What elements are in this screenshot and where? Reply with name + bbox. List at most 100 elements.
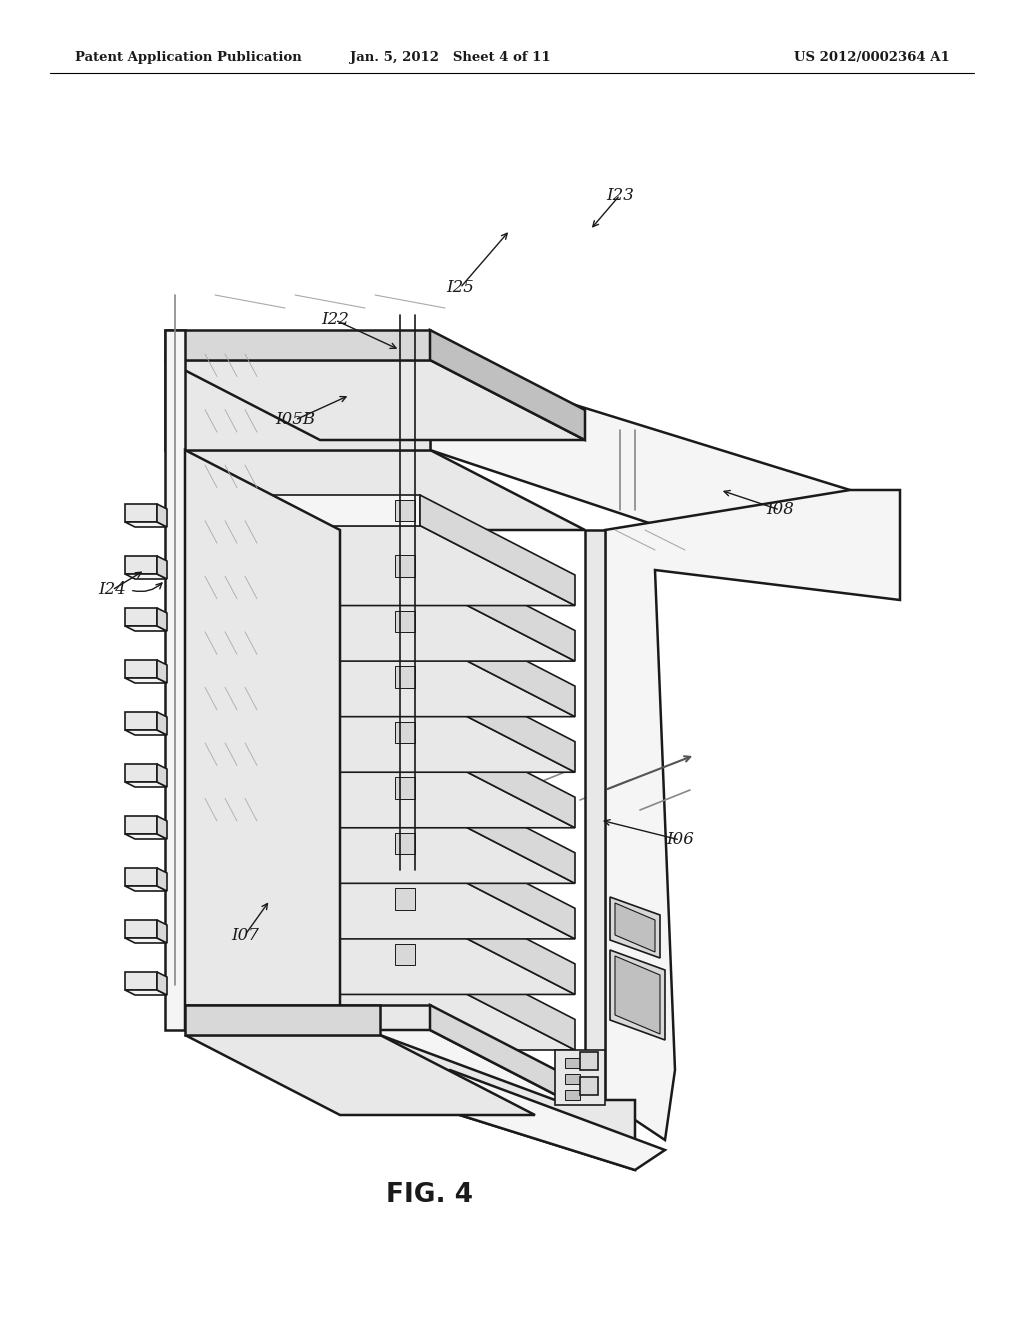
- Polygon shape: [125, 574, 167, 579]
- Polygon shape: [395, 611, 415, 632]
- Polygon shape: [125, 711, 157, 730]
- Polygon shape: [185, 970, 575, 1049]
- Text: Jan. 5, 2012   Sheet 4 of 11: Jan. 5, 2012 Sheet 4 of 11: [349, 51, 550, 65]
- Text: FIG. 4: FIG. 4: [386, 1181, 473, 1208]
- Text: Patent Application Publication: Patent Application Publication: [75, 51, 302, 65]
- Polygon shape: [185, 884, 420, 915]
- Polygon shape: [395, 556, 415, 577]
- Polygon shape: [125, 556, 157, 574]
- Polygon shape: [157, 972, 167, 995]
- Polygon shape: [185, 717, 420, 747]
- Polygon shape: [395, 499, 415, 521]
- Polygon shape: [165, 450, 585, 531]
- Polygon shape: [615, 956, 660, 1034]
- Polygon shape: [430, 360, 850, 590]
- Text: I06: I06: [666, 832, 694, 849]
- Polygon shape: [420, 772, 575, 883]
- Text: I24: I24: [98, 582, 126, 598]
- Polygon shape: [157, 920, 167, 942]
- Polygon shape: [185, 940, 420, 970]
- Polygon shape: [395, 722, 415, 743]
- Polygon shape: [185, 636, 575, 717]
- Polygon shape: [395, 944, 415, 965]
- Polygon shape: [430, 1005, 585, 1110]
- Polygon shape: [420, 940, 575, 1049]
- Polygon shape: [420, 495, 575, 606]
- Polygon shape: [157, 660, 167, 682]
- Polygon shape: [185, 1005, 380, 1035]
- Polygon shape: [125, 781, 167, 787]
- Polygon shape: [185, 1005, 430, 1030]
- Polygon shape: [380, 1035, 635, 1170]
- Polygon shape: [165, 330, 185, 1030]
- Polygon shape: [395, 833, 415, 854]
- Polygon shape: [185, 747, 575, 828]
- Polygon shape: [395, 888, 415, 909]
- Polygon shape: [185, 804, 575, 883]
- Polygon shape: [610, 950, 665, 1040]
- Polygon shape: [185, 915, 575, 994]
- Polygon shape: [420, 717, 575, 828]
- Polygon shape: [157, 764, 167, 787]
- Text: I05B: I05B: [274, 412, 315, 429]
- Polygon shape: [185, 606, 420, 636]
- Polygon shape: [395, 667, 415, 688]
- Polygon shape: [585, 531, 605, 1110]
- Polygon shape: [565, 1090, 580, 1100]
- Polygon shape: [125, 609, 157, 626]
- Polygon shape: [125, 834, 167, 840]
- Polygon shape: [157, 504, 167, 527]
- Polygon shape: [125, 990, 167, 995]
- Polygon shape: [185, 495, 420, 525]
- Polygon shape: [125, 886, 167, 891]
- Polygon shape: [185, 1030, 585, 1110]
- Text: I23: I23: [606, 186, 634, 203]
- Polygon shape: [157, 816, 167, 840]
- Polygon shape: [157, 556, 167, 579]
- Polygon shape: [610, 898, 660, 958]
- Polygon shape: [580, 1052, 598, 1071]
- Polygon shape: [185, 772, 420, 804]
- Polygon shape: [125, 730, 167, 735]
- Polygon shape: [165, 360, 430, 450]
- Polygon shape: [430, 330, 585, 440]
- Polygon shape: [185, 1035, 535, 1115]
- Polygon shape: [580, 1077, 598, 1096]
- Polygon shape: [420, 661, 575, 772]
- Text: I22: I22: [322, 312, 349, 329]
- Polygon shape: [185, 525, 575, 606]
- Polygon shape: [157, 711, 167, 735]
- Polygon shape: [185, 829, 420, 859]
- Polygon shape: [185, 581, 575, 661]
- Polygon shape: [185, 859, 575, 939]
- Polygon shape: [125, 816, 157, 834]
- Polygon shape: [615, 903, 655, 952]
- Polygon shape: [605, 490, 900, 1140]
- Polygon shape: [420, 606, 575, 717]
- Polygon shape: [185, 550, 420, 581]
- Polygon shape: [185, 661, 420, 692]
- Polygon shape: [420, 829, 575, 939]
- Text: I25: I25: [446, 280, 474, 297]
- Polygon shape: [165, 360, 585, 440]
- Polygon shape: [185, 692, 575, 772]
- Polygon shape: [125, 504, 157, 521]
- Polygon shape: [125, 521, 167, 527]
- Polygon shape: [125, 939, 167, 942]
- Text: I07: I07: [231, 927, 259, 944]
- Polygon shape: [125, 869, 157, 886]
- Polygon shape: [555, 1049, 605, 1105]
- Polygon shape: [395, 777, 415, 799]
- Polygon shape: [125, 764, 157, 781]
- Polygon shape: [165, 330, 430, 360]
- Polygon shape: [380, 1071, 665, 1170]
- Polygon shape: [125, 678, 167, 682]
- Polygon shape: [125, 626, 167, 631]
- Polygon shape: [565, 1074, 580, 1084]
- Polygon shape: [125, 972, 157, 990]
- Text: US 2012/0002364 A1: US 2012/0002364 A1: [795, 51, 950, 65]
- Polygon shape: [157, 609, 167, 631]
- Polygon shape: [125, 920, 157, 939]
- Polygon shape: [125, 660, 157, 678]
- Polygon shape: [157, 869, 167, 891]
